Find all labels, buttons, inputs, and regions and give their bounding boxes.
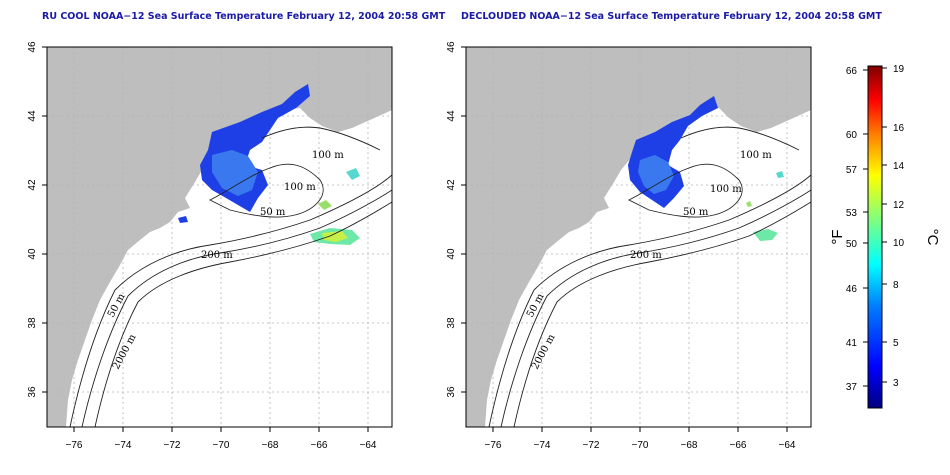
contour-label-200m: 200 m bbox=[201, 250, 233, 261]
x-tick-label: −70 bbox=[213, 440, 230, 451]
grid-lines bbox=[466, 47, 811, 427]
sst-gulf-of-maine-inner bbox=[212, 150, 258, 196]
y-tick-label: 40 bbox=[27, 248, 38, 260]
y-tick-label: 40 bbox=[446, 248, 457, 260]
fahrenheit-tick-label: 37 bbox=[846, 382, 858, 393]
y-tick-label: 42 bbox=[446, 179, 457, 191]
celsius-unit-label: °C bbox=[924, 229, 941, 246]
right-map-panel: 100 m 100 m 50 m 200 m 50 m 2000 m −76 −… bbox=[446, 41, 812, 451]
fahrenheit-tick-label: 66 bbox=[846, 66, 858, 77]
sst-small-patch-3 bbox=[178, 216, 188, 223]
y-axis bbox=[42, 46, 47, 393]
fahrenheit-tick-label: 50 bbox=[846, 239, 858, 250]
y-tick-label: 38 bbox=[27, 317, 38, 329]
x-tick-label: −74 bbox=[115, 440, 132, 451]
fahrenheit-tick-label: 57 bbox=[846, 165, 858, 176]
fahrenheit-tick-label: 60 bbox=[846, 130, 858, 141]
y-tick-label: 44 bbox=[446, 110, 457, 122]
x-tick-label: −68 bbox=[262, 440, 279, 451]
land-mass bbox=[47, 47, 392, 427]
x-tick-label: −72 bbox=[164, 440, 181, 451]
contour-label-100m-b: 100 m bbox=[710, 184, 742, 195]
x-tick-label: −76 bbox=[485, 440, 502, 451]
sst-warm-core bbox=[322, 231, 348, 242]
contour-label-50m-a: 50 m bbox=[683, 207, 709, 218]
left-panel-title: RU COOL NOAA−12 Sea Surface Temperature … bbox=[42, 11, 446, 22]
celsius-tick-label: 8 bbox=[893, 280, 899, 291]
land-mass bbox=[466, 47, 811, 427]
colorbar-ticks bbox=[863, 67, 887, 387]
contour-label-100m-a: 100 m bbox=[312, 150, 344, 161]
map-frame bbox=[465, 46, 812, 428]
x-tick-label: −64 bbox=[779, 440, 796, 451]
y-tick-label: 46 bbox=[446, 41, 457, 53]
sst-small-patch-2 bbox=[318, 200, 332, 210]
fahrenheit-tick-label: 46 bbox=[846, 284, 858, 295]
map-frame bbox=[46, 46, 393, 428]
left-map-panel: 100 m 100 m 50 m 200 m 50 m 2000 m −76 −… bbox=[27, 41, 393, 451]
colorbar: 66 60 57 53 50 46 41 37 19 16 14 12 10 8… bbox=[829, 64, 941, 409]
x-tick-label: −74 bbox=[534, 440, 551, 451]
celsius-tick-label: 5 bbox=[893, 338, 899, 349]
y-tick-label: 46 bbox=[27, 41, 38, 53]
fahrenheit-unit-label: °F bbox=[829, 229, 846, 244]
celsius-tick-label: 19 bbox=[893, 64, 905, 75]
contour-label-100m-b: 100 m bbox=[284, 182, 316, 193]
sst-data bbox=[178, 84, 360, 245]
celsius-tick-label: 10 bbox=[893, 238, 905, 249]
contour-label-100m-a: 100 m bbox=[740, 150, 772, 161]
y-tick-label: 38 bbox=[446, 317, 457, 329]
sst-small-patch-2 bbox=[746, 201, 752, 207]
fahrenheit-tick-label: 41 bbox=[846, 338, 858, 349]
y-tick-label: 42 bbox=[27, 179, 38, 191]
celsius-tick-label: 16 bbox=[893, 123, 905, 134]
x-tick-label: −64 bbox=[360, 440, 377, 451]
colorbar-gradient bbox=[867, 65, 883, 409]
x-tick-label: −76 bbox=[66, 440, 83, 451]
sst-offshore-patch bbox=[753, 229, 778, 241]
contour-label-50m-a: 50 m bbox=[260, 207, 286, 218]
celsius-tick-label: 12 bbox=[893, 200, 905, 211]
sst-small-patch bbox=[346, 168, 360, 180]
x-tick-label: −72 bbox=[583, 440, 600, 451]
bathymetry-contours bbox=[69, 126, 392, 427]
y-axis bbox=[461, 46, 466, 393]
x-tick-label: −66 bbox=[730, 440, 747, 451]
y-tick-label: 44 bbox=[27, 110, 38, 122]
bathymetry-contours bbox=[488, 126, 811, 427]
x-tick-label: −66 bbox=[311, 440, 328, 451]
x-tick-label: −68 bbox=[681, 440, 698, 451]
x-axis bbox=[73, 427, 369, 432]
sst-data bbox=[628, 96, 784, 241]
sst-small-patch bbox=[776, 171, 784, 178]
right-panel-title: DECLOUDED NOAA−12 Sea Surface Temperatur… bbox=[461, 11, 882, 22]
fahrenheit-tick-label: 53 bbox=[846, 208, 858, 219]
y-tick-label: 36 bbox=[27, 386, 38, 398]
celsius-tick-label: 3 bbox=[893, 378, 899, 389]
x-tick-label: −70 bbox=[632, 440, 649, 451]
celsius-tick-label: 14 bbox=[893, 161, 905, 172]
sst-gulf-of-maine-inner bbox=[638, 155, 674, 194]
contour-label-200m: 200 m bbox=[630, 250, 662, 261]
y-tick-label: 36 bbox=[446, 386, 457, 398]
x-axis bbox=[492, 427, 788, 432]
